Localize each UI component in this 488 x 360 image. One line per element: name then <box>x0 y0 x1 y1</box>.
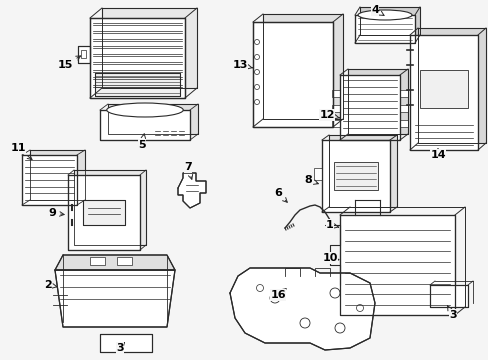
Bar <box>419 70 467 108</box>
Circle shape <box>356 305 363 311</box>
Polygon shape <box>409 35 477 150</box>
Circle shape <box>254 40 259 45</box>
Polygon shape <box>55 255 175 270</box>
Text: 5: 5 <box>138 134 145 150</box>
Polygon shape <box>22 155 77 205</box>
Polygon shape <box>328 135 396 207</box>
Circle shape <box>334 323 345 333</box>
Text: 7: 7 <box>184 162 192 179</box>
Text: 8: 8 <box>304 175 318 185</box>
Polygon shape <box>100 110 190 140</box>
Circle shape <box>256 284 263 292</box>
Polygon shape <box>263 14 342 119</box>
Polygon shape <box>417 28 485 143</box>
Text: 16: 16 <box>270 289 285 300</box>
Circle shape <box>254 54 259 59</box>
Polygon shape <box>354 15 414 43</box>
Bar <box>90 257 105 265</box>
Polygon shape <box>252 22 332 127</box>
Bar <box>81 50 86 58</box>
Circle shape <box>299 318 309 328</box>
Circle shape <box>329 288 339 298</box>
Bar <box>331 120 339 127</box>
Polygon shape <box>95 73 180 96</box>
Circle shape <box>254 99 259 104</box>
Text: 6: 6 <box>273 188 286 202</box>
Bar <box>399 90 407 97</box>
Polygon shape <box>229 268 374 350</box>
Ellipse shape <box>106 103 183 117</box>
Polygon shape <box>90 18 184 98</box>
Bar <box>331 105 339 112</box>
Text: 3: 3 <box>116 343 124 353</box>
Text: 9: 9 <box>48 208 64 218</box>
Circle shape <box>254 85 259 90</box>
Polygon shape <box>108 104 198 134</box>
Bar <box>333 162 377 190</box>
Polygon shape <box>83 200 125 225</box>
Polygon shape <box>347 69 407 134</box>
Text: 4: 4 <box>370 5 383 15</box>
Polygon shape <box>178 173 205 208</box>
Text: 2: 2 <box>44 280 57 290</box>
Polygon shape <box>100 334 152 352</box>
Bar <box>331 90 339 97</box>
Text: 14: 14 <box>429 149 445 160</box>
Polygon shape <box>68 175 140 250</box>
Text: 1: 1 <box>325 220 338 230</box>
Text: 10: 10 <box>322 253 338 263</box>
Circle shape <box>254 69 259 75</box>
Polygon shape <box>429 285 467 307</box>
Polygon shape <box>30 150 85 200</box>
Ellipse shape <box>357 10 411 20</box>
Polygon shape <box>359 7 419 35</box>
Polygon shape <box>102 8 197 88</box>
Text: 13: 13 <box>232 60 252 70</box>
Polygon shape <box>55 270 175 327</box>
Bar <box>399 120 407 127</box>
Polygon shape <box>339 215 454 315</box>
Text: 12: 12 <box>319 110 339 120</box>
Bar <box>117 257 132 265</box>
Polygon shape <box>74 170 146 245</box>
Bar <box>313 168 321 180</box>
Polygon shape <box>339 75 399 140</box>
Text: 3: 3 <box>447 306 456 320</box>
Circle shape <box>269 293 280 303</box>
Polygon shape <box>321 140 389 212</box>
Text: 15: 15 <box>57 56 81 70</box>
Bar <box>399 105 407 112</box>
Text: 11: 11 <box>10 143 32 159</box>
Polygon shape <box>78 46 90 63</box>
